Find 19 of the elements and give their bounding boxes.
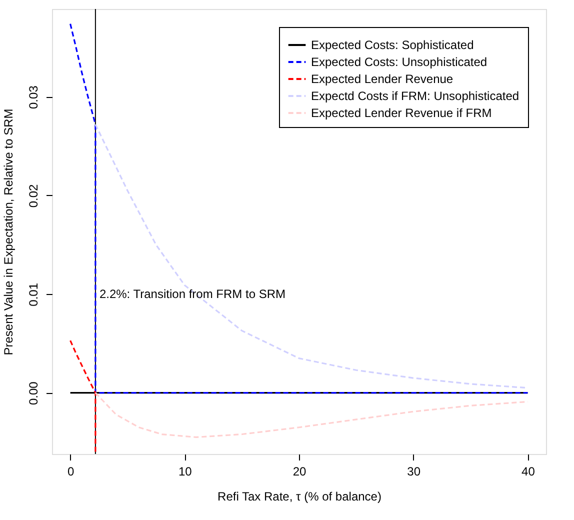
x-tick-label: 40 xyxy=(522,464,536,478)
legend-label: Expected Costs: Sophisticated xyxy=(311,38,474,52)
x-tick-label: 10 xyxy=(178,464,192,478)
y-tick-label: 0.00 xyxy=(26,381,40,406)
legend-label: Expected Costs: Unsophisticated xyxy=(311,55,488,69)
x-tick-label: 0 xyxy=(67,464,74,478)
annotation: 2.2%: Transition from FRM to SRM xyxy=(99,287,286,302)
legend-label: Expected Lender Revenue if FRM xyxy=(311,106,492,120)
x-axis-title: Refi Tax Rate, τ (% of balance) xyxy=(218,490,382,504)
line-series xyxy=(69,340,96,454)
y-tick-label: 0.03 xyxy=(26,85,40,109)
legend-label: Expected Lender Revenue xyxy=(311,72,454,86)
y-axis-title: Present Value in Expectation, Relative to SRM xyxy=(2,108,16,356)
x-tick-label: 20 xyxy=(292,464,306,478)
y-tick-label: 0.02 xyxy=(26,184,40,208)
legend-label: Expectd Costs if FRM: Unsophisticated xyxy=(311,89,520,103)
line-series xyxy=(69,23,529,394)
y-tick-label: 0.01 xyxy=(26,282,40,306)
x-tick-label: 30 xyxy=(407,464,421,478)
